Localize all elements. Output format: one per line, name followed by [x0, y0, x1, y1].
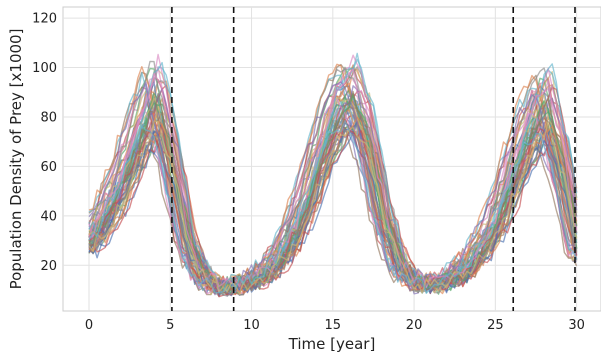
y-tick-label: 100: [32, 61, 57, 76]
x-axis-label: Time [year]: [288, 335, 376, 353]
y-tick-label: 20: [40, 259, 57, 274]
series-line: [88, 68, 578, 289]
series-lines: [88, 52, 578, 298]
series-line: [88, 63, 578, 292]
y-tick-label: 60: [40, 160, 57, 175]
x-tick-label: 25: [487, 318, 504, 333]
y-tick-label: 120: [32, 12, 57, 27]
x-tick-label: 0: [85, 318, 93, 333]
y-axis-label: Population Density of Prey [x1000]: [7, 29, 25, 290]
series-line: [88, 120, 578, 295]
y-tick-label: 80: [40, 110, 57, 125]
x-tick-label: 20: [406, 318, 423, 333]
vertical-dashed-lines: [171, 7, 576, 311]
x-tick-label: 30: [568, 318, 585, 333]
y-tick-label: 40: [40, 209, 57, 224]
x-tick-label: 10: [243, 318, 260, 333]
x-tick-labels: 0 5 10 15 20 25 30: [85, 318, 585, 333]
y-tick-labels: 20 40 60 80 100 120: [32, 12, 57, 274]
x-tick-label: 15: [325, 318, 342, 333]
series-line: [88, 120, 578, 294]
x-tick-label: 5: [166, 318, 174, 333]
series-line: [88, 129, 578, 297]
series-line: [88, 58, 578, 294]
series-line: [88, 81, 578, 292]
